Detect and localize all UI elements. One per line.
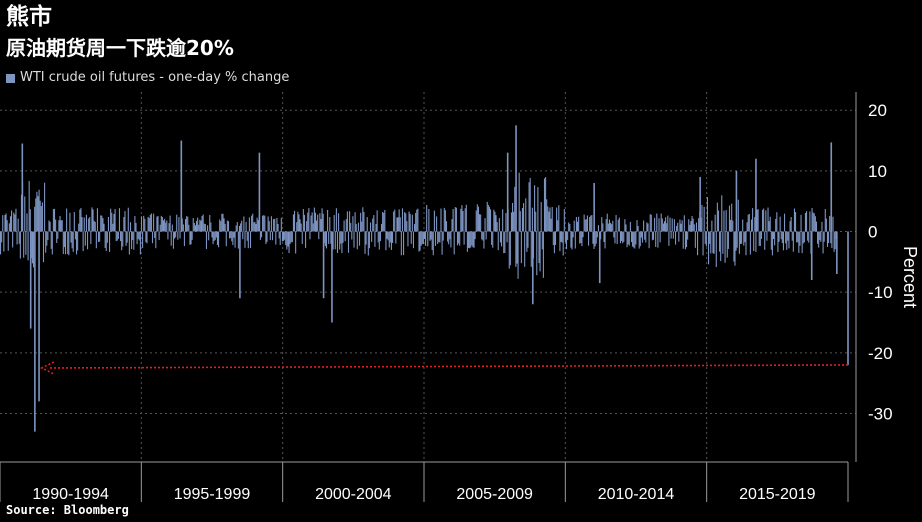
annotation-arrow-head xyxy=(40,361,55,375)
y-tick-label: -30 xyxy=(868,404,893,423)
x-tick-label: 2005-2009 xyxy=(456,486,533,503)
x-tick-label: 2010-2014 xyxy=(598,486,675,503)
chart-subtitle: 原油期货周一下跌逾20% xyxy=(6,36,234,60)
y-tick-label: -10 xyxy=(868,283,893,302)
x-tick-label: 1990-1994 xyxy=(32,486,109,503)
x-tick-label: 1995-1999 xyxy=(174,486,251,503)
legend-swatch xyxy=(6,73,15,83)
chart-title: 熊市 xyxy=(6,4,52,30)
y-axis-label: Percent xyxy=(900,246,920,308)
source-note: Source: Bloomberg xyxy=(6,503,129,517)
annotation-arrow-line xyxy=(47,364,849,369)
x-tick-label: 2000-2004 xyxy=(315,486,392,503)
y-tick-label: 20 xyxy=(868,101,887,120)
y-tick-label: 0 xyxy=(868,223,877,242)
y-tick-label: -20 xyxy=(868,344,893,363)
legend: WTI crude oil futures - one-day % change xyxy=(6,70,289,86)
legend-label: WTI crude oil futures - one-day % change xyxy=(20,70,290,85)
x-tick-label: 2015-2019 xyxy=(739,486,816,503)
y-tick-label: 10 xyxy=(868,162,887,181)
